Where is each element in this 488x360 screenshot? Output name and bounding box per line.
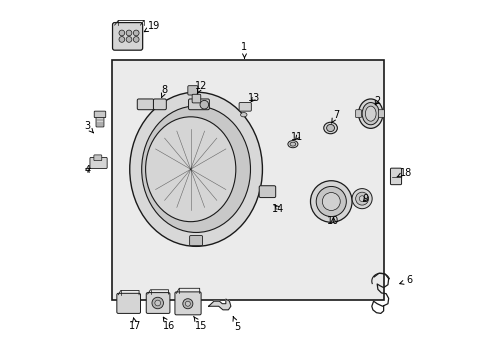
FancyBboxPatch shape [94, 155, 102, 161]
Text: 17: 17 [129, 318, 142, 331]
Ellipse shape [326, 125, 334, 132]
Text: 16: 16 [163, 317, 175, 331]
FancyBboxPatch shape [259, 186, 275, 198]
FancyBboxPatch shape [189, 235, 202, 246]
Circle shape [351, 189, 371, 209]
Text: 4: 4 [84, 165, 90, 175]
Circle shape [322, 193, 340, 211]
Text: 15: 15 [193, 316, 206, 331]
FancyBboxPatch shape [112, 23, 142, 50]
FancyBboxPatch shape [192, 94, 201, 103]
FancyBboxPatch shape [153, 99, 166, 110]
Text: 2: 2 [373, 96, 380, 106]
Circle shape [200, 100, 208, 109]
FancyBboxPatch shape [90, 157, 107, 168]
Text: 3: 3 [84, 121, 93, 133]
Ellipse shape [323, 122, 337, 134]
Ellipse shape [289, 142, 295, 146]
Circle shape [355, 192, 368, 205]
Text: 1: 1 [241, 42, 247, 58]
Ellipse shape [365, 106, 375, 121]
Circle shape [133, 37, 139, 42]
Circle shape [119, 30, 124, 36]
FancyBboxPatch shape [146, 293, 169, 314]
Polygon shape [208, 299, 230, 310]
Text: 8: 8 [161, 85, 167, 98]
Text: 13: 13 [248, 93, 260, 103]
FancyBboxPatch shape [188, 99, 209, 110]
Text: 9: 9 [362, 194, 368, 204]
FancyBboxPatch shape [175, 292, 201, 315]
Circle shape [126, 30, 132, 36]
FancyBboxPatch shape [94, 111, 105, 118]
Ellipse shape [145, 117, 235, 222]
Circle shape [183, 299, 192, 309]
Text: 6: 6 [399, 275, 412, 285]
Text: 14: 14 [271, 204, 284, 214]
FancyBboxPatch shape [117, 293, 140, 314]
Ellipse shape [142, 106, 250, 233]
Circle shape [126, 37, 132, 42]
FancyBboxPatch shape [378, 110, 384, 118]
Circle shape [119, 37, 124, 42]
FancyBboxPatch shape [355, 110, 361, 118]
FancyBboxPatch shape [389, 168, 401, 185]
Ellipse shape [129, 92, 262, 246]
Circle shape [155, 300, 160, 306]
FancyBboxPatch shape [239, 103, 251, 111]
FancyBboxPatch shape [96, 115, 104, 127]
FancyBboxPatch shape [187, 86, 198, 95]
Circle shape [316, 186, 346, 217]
Text: 12: 12 [194, 81, 206, 94]
Circle shape [359, 196, 364, 202]
Circle shape [133, 30, 139, 36]
Ellipse shape [358, 99, 382, 129]
Text: 10: 10 [326, 216, 339, 226]
Text: 18: 18 [396, 168, 411, 178]
Circle shape [185, 301, 190, 306]
Bar [112, 60, 384, 300]
Text: 11: 11 [291, 132, 303, 142]
FancyBboxPatch shape [137, 99, 153, 110]
Ellipse shape [362, 103, 379, 125]
Ellipse shape [240, 113, 246, 117]
Ellipse shape [287, 140, 297, 148]
Text: 5: 5 [232, 316, 240, 332]
Circle shape [310, 181, 351, 222]
Text: 19: 19 [144, 21, 160, 32]
Circle shape [152, 297, 163, 309]
Text: 7: 7 [331, 111, 338, 123]
